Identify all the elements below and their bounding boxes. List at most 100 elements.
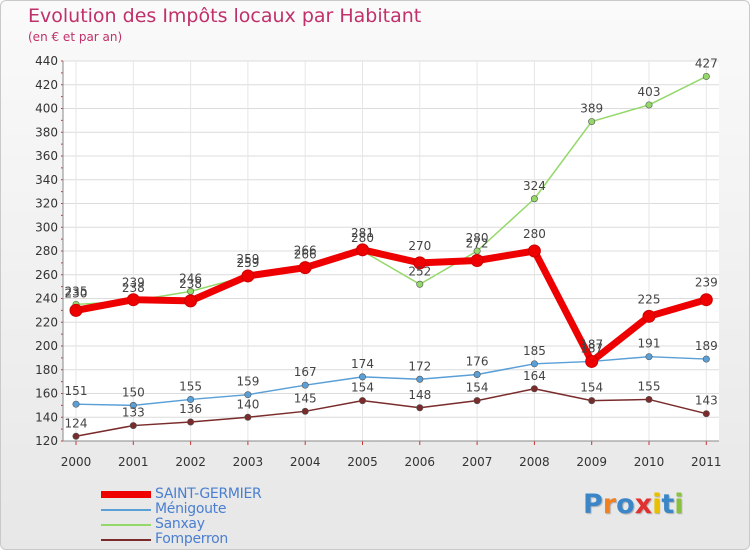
- data-label-m-nigoute: 174: [351, 357, 374, 371]
- data-label-sanxay: 280: [466, 231, 489, 245]
- legend-swatch: [101, 491, 151, 498]
- data-labels: 124 133 136 140 145 154 148 154 164 154 155 143 151 1…: [65, 56, 718, 430]
- legend-label: SAINT-GERMIER: [155, 486, 262, 502]
- y-tick-label: 420: [35, 78, 58, 92]
- y-tick-label: 160: [35, 387, 58, 401]
- data-label-saint-germier: 270: [408, 239, 431, 253]
- data-label-sanxay: 280: [351, 231, 374, 245]
- data-point-saint-germier: [126, 293, 140, 307]
- data-label-saint-germier: 239: [122, 276, 145, 290]
- data-point-saint-germier: [585, 354, 599, 368]
- logo-letter: i: [674, 489, 684, 520]
- data-point-m-nigoute: [416, 375, 424, 383]
- data-label-fomperron: 136: [179, 402, 202, 416]
- data-label-saint-germier: 272: [466, 237, 489, 251]
- data-label-m-nigoute: 187: [580, 341, 603, 355]
- data-point-m-nigoute: [645, 353, 653, 361]
- data-label-fomperron: 133: [122, 406, 145, 420]
- data-label-saint-germier: 281: [351, 226, 374, 240]
- data-label-saint-germier: 238: [179, 277, 202, 291]
- data-point-sanxay: [416, 280, 424, 288]
- data-label-fomperron: 140: [236, 397, 259, 411]
- data-label-sanxay: 266: [294, 248, 317, 262]
- data-label-saint-germier: 259: [236, 252, 259, 266]
- y-tick-label: 320: [35, 197, 58, 211]
- data-label-sanxay: 427: [695, 56, 718, 70]
- x-tick-label: 2003: [233, 455, 264, 469]
- logo-letter: i: [652, 489, 662, 520]
- data-point-fomperron: [416, 404, 424, 412]
- data-label-m-nigoute: 176: [466, 355, 489, 369]
- logo-letter: t: [661, 489, 675, 520]
- data-point-m-nigoute: [72, 400, 80, 408]
- data-label-fomperron: 154: [466, 381, 489, 395]
- grid: [63, 60, 719, 442]
- data-label-m-nigoute: 185: [523, 344, 546, 358]
- data-point-saint-germier: [470, 254, 484, 267]
- data-point-saint-germier: [356, 243, 369, 257]
- data-label-fomperron: 145: [294, 391, 317, 405]
- data-label-fomperron: 143: [695, 394, 718, 408]
- data-label-sanxay: 324: [523, 179, 546, 193]
- x-tick-label: 2008: [519, 455, 550, 469]
- data-label-saint-germier: 239: [695, 276, 718, 290]
- data-label-saint-germier: 280: [523, 227, 546, 241]
- y-tick-label: 140: [35, 410, 58, 424]
- legend-label: Sanxay: [155, 516, 205, 532]
- data-point-fomperron: [645, 395, 653, 403]
- data-point-fomperron: [187, 418, 195, 426]
- x-tick-label: 2010: [634, 455, 665, 469]
- x-tick-label: 2000: [61, 455, 92, 469]
- y-tick-label: 280: [35, 244, 58, 258]
- logo-letter: x: [634, 489, 653, 520]
- data-point-fomperron: [244, 413, 252, 421]
- data-point-fomperron: [72, 432, 80, 440]
- data-label-sanxay: 403: [638, 85, 661, 99]
- data-label-m-nigoute: 155: [179, 379, 202, 393]
- legend-swatch: [101, 509, 151, 511]
- data-point-m-nigoute: [473, 370, 481, 378]
- y-tick-label: 120: [35, 434, 58, 448]
- y-tick-label: 440: [35, 54, 58, 68]
- data-point-sanxay: [530, 195, 538, 203]
- chart-subtitle: (en € et par an): [28, 30, 123, 44]
- data-label-saint-germier: 230: [65, 286, 88, 300]
- data-label-m-nigoute: 167: [294, 365, 317, 379]
- data-label-sanxay: 246: [179, 271, 202, 285]
- x-tick-label: 2011: [691, 455, 722, 469]
- data-point-m-nigoute: [702, 355, 710, 363]
- series-line-fomperron: [75, 388, 708, 437]
- proxiti-logo: Proxiti: [583, 489, 684, 520]
- data-label-saint-germier: 187: [580, 337, 603, 351]
- y-tick-label: 260: [35, 268, 58, 282]
- y-tick-label: 400: [35, 102, 58, 116]
- data-point-saint-germier: [298, 261, 312, 275]
- logo-letter: P: [583, 489, 603, 520]
- logo-letter: r: [602, 489, 617, 520]
- data-point-m-nigoute: [187, 395, 195, 403]
- legend-swatch: [101, 539, 151, 541]
- x-tick-label: 2001: [118, 455, 149, 469]
- series-line-sanxay: [75, 75, 708, 306]
- legend-label: Ménigoute: [155, 501, 227, 517]
- data-point-sanxay: [645, 101, 653, 109]
- data-point-fomperron: [702, 410, 710, 418]
- data-point-m-nigoute: [301, 381, 309, 389]
- data-label-sanxay: 252: [408, 264, 431, 278]
- data-point-fomperron: [588, 397, 596, 405]
- x-tick-label: 2004: [290, 455, 321, 469]
- data-label-m-nigoute: 159: [236, 375, 259, 389]
- legend-label: Fomperron: [155, 531, 228, 547]
- data-label-m-nigoute: 189: [695, 339, 718, 353]
- data-point-sanxay: [588, 118, 596, 126]
- y-tick-label: 180: [35, 363, 58, 377]
- axes: 120 140 160 180 200 220 240 260 280 300 320 340 360 3…: [35, 54, 721, 469]
- data-point-fomperron: [473, 397, 481, 405]
- data-point-saint-germier: [184, 294, 198, 308]
- legend-swatch: [101, 524, 151, 526]
- data-label-sanxay: 389: [580, 102, 603, 116]
- data-point-saint-germier: [69, 303, 83, 317]
- chart-title: Evolution des Impôts locaux par Habitant: [28, 5, 422, 27]
- data-label-sanxay: 259: [236, 256, 259, 270]
